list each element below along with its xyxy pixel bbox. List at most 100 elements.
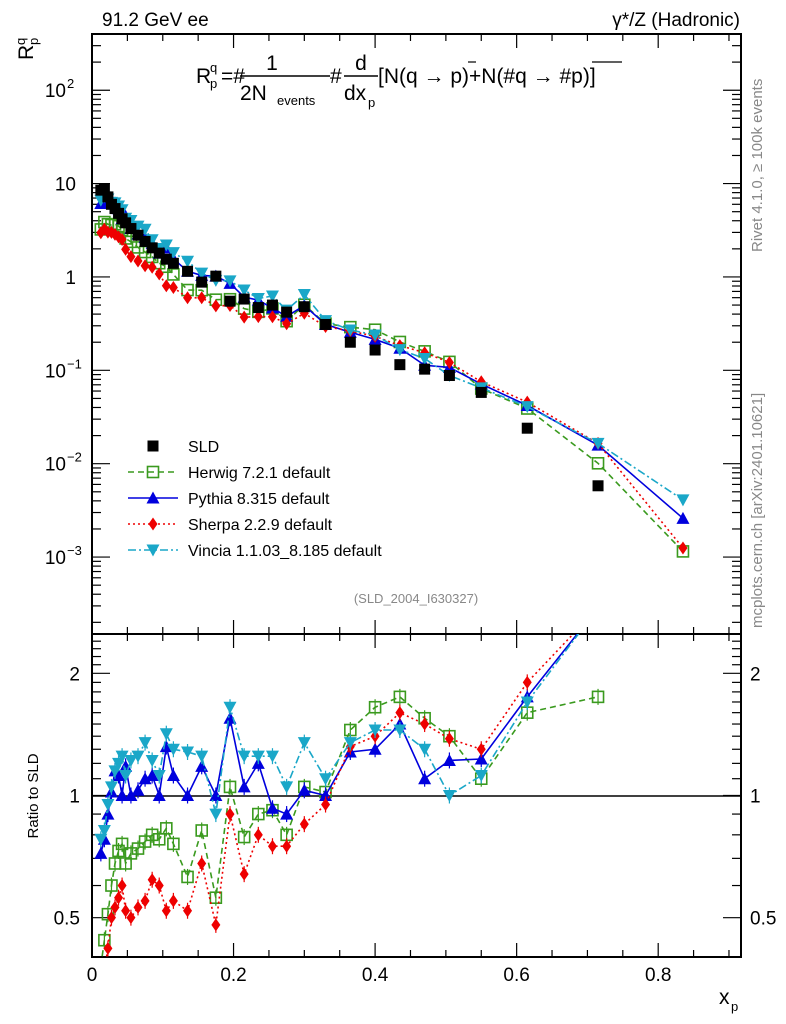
- ratio-point-sherpa-2-2-9-default: [197, 856, 207, 870]
- point-sld: [298, 301, 310, 313]
- ratio-point-sherpa-2-2-9-default: [126, 911, 136, 925]
- series-line-herwig-7-2-1-default: [100, 220, 684, 552]
- point-sherpa-2-2-9-default: [197, 291, 207, 305]
- point-sld: [443, 370, 455, 382]
- point-sld: [125, 223, 137, 235]
- ratio-line-vincia-1-1-03-8-185-default: [100, 634, 580, 840]
- formula-lhs-sup: q: [210, 60, 217, 75]
- point-sherpa-2-2-9-default: [140, 259, 150, 273]
- legend-marker-vincia-1-1-03-8-185-default: [146, 544, 160, 557]
- point-vincia-1-1-03-8-185-default: [251, 293, 265, 306]
- ratio-point-vincia-1-1-03-8-185-default: [442, 790, 456, 802]
- ratio-tick-label-left: 0.5: [54, 909, 80, 930]
- point-herwig-7-2-1-default: [591, 456, 605, 470]
- ratio-point-sherpa-2-2-9-default: [121, 904, 131, 918]
- formula-frac1-den: 2N: [240, 82, 267, 105]
- x-tick-label: 0.2: [220, 965, 246, 986]
- ratio-point-vincia-1-1-03-8-185-default: [297, 737, 311, 750]
- legend-marker-sherpa-2-2-9-default: [148, 517, 158, 531]
- ratio-point-vincia-1-1-03-8-185-default: [97, 824, 111, 837]
- point-sld: [120, 217, 132, 229]
- point-sld: [419, 363, 431, 375]
- x-tick-label: 0.4: [362, 965, 389, 986]
- ratio-point-sherpa-2-2-9-default: [444, 732, 454, 746]
- ratio-point-vincia-1-1-03-8-185-default: [138, 737, 152, 750]
- formula-frac1-den-sub: events: [277, 93, 316, 108]
- point-sld: [252, 302, 264, 314]
- series-line-sherpa-2-2-9-default: [100, 227, 684, 549]
- ratio-point-sherpa-2-2-9-default: [110, 900, 120, 914]
- ratio-point-vincia-1-1-03-8-185-default: [520, 696, 534, 709]
- ratio-point-herwig-7-2-1-default: [368, 700, 382, 714]
- point-sld: [182, 265, 194, 277]
- main-series-layer: [94, 183, 690, 558]
- ratio-point-sherpa-2-2-9-default: [267, 839, 277, 853]
- point-vincia-1-1-03-8-185-default: [368, 329, 382, 342]
- y-tick-label: 10: [45, 361, 66, 382]
- ratio-point-herwig-7-2-1-default: [237, 830, 251, 844]
- ratio-point-herwig-7-2-1-default: [252, 807, 265, 821]
- ratio-point-pythia-8-315-default: [131, 783, 145, 796]
- point-sld: [167, 257, 179, 269]
- point-sherpa-2-2-9-default: [154, 267, 164, 281]
- y-axis-label-sup: q: [13, 38, 28, 45]
- legend-label-herwig-7-2-1-default: Herwig 7.2.1 default: [188, 465, 331, 482]
- y-tick-label: 10: [45, 81, 66, 102]
- point-vincia-1-1-03-8-185-default: [297, 289, 311, 302]
- ratio-point-pythia-8-315-default: [166, 769, 180, 782]
- ratio-point-pythia-8-315-default: [152, 789, 166, 801]
- point-sld: [521, 422, 533, 434]
- point-sherpa-2-2-9-default: [168, 281, 178, 295]
- ratio-point-sherpa-2-2-9-default: [183, 904, 193, 918]
- legend-marker-sld: [147, 440, 159, 452]
- ratio-point-pythia-8-315-default: [237, 780, 251, 793]
- ratio-line-sherpa-2-2-9-default: [105, 634, 575, 957]
- formula-rest: [N(q → p)+N(#q → #p)]: [378, 65, 596, 88]
- ratio-point-vincia-1-1-03-8-185-default: [152, 770, 166, 783]
- y-tick-label: 1: [65, 268, 76, 289]
- rivet-version-text: Rivet 4.1.0, ≥ 100k events: [749, 79, 766, 252]
- ratio-point-vincia-1-1-03-8-185-default: [223, 701, 237, 714]
- mcplots-source-text: mcplots.cern.ch [arXiv:2401.10621]: [749, 393, 766, 628]
- point-sld: [146, 242, 158, 254]
- point-sld: [592, 480, 604, 492]
- ratio-point-sherpa-2-2-9-default: [117, 879, 127, 893]
- ratio-point-vincia-1-1-03-8-185-default: [181, 746, 195, 759]
- ratio-tick-label-right: 0.5: [750, 909, 776, 930]
- y-tick-label: 10: [55, 175, 76, 196]
- x-tick-label: 0: [87, 965, 98, 986]
- point-vincia-1-1-03-8-185-default: [393, 344, 407, 357]
- ratio-point-sherpa-2-2-9-default: [321, 798, 331, 812]
- point-sld: [139, 235, 151, 247]
- ratio-point-pythia-8-315-default: [280, 807, 294, 820]
- point-sherpa-2-2-9-default: [444, 355, 454, 369]
- ratio-point-vincia-1-1-03-8-185-default: [343, 737, 357, 750]
- legend-label-sld: SLD: [188, 439, 219, 456]
- ratio-point-vincia-1-1-03-8-185-default: [237, 750, 251, 763]
- legend-label-sherpa-2-2-9-default: Sherpa 2.2.9 default: [188, 517, 333, 534]
- x-tick-label: 0.8: [645, 965, 671, 986]
- formula-frac1-num: 1: [266, 52, 278, 75]
- point-vincia-1-1-03-8-185-default: [591, 437, 605, 450]
- point-vincia-1-1-03-8-185-default: [223, 275, 237, 288]
- y-axis-label-sub: p: [26, 38, 41, 45]
- point-vincia-1-1-03-8-185-default: [676, 494, 690, 507]
- y-axis-label-main: R: [15, 45, 38, 60]
- y-tick-label-exponent: −2: [67, 450, 82, 465]
- ratio-point-pythia-8-315-default: [474, 752, 488, 765]
- point-sherpa-2-2-9-default: [282, 317, 292, 331]
- point-sherpa-2-2-9-default: [133, 254, 143, 268]
- ratio-point-sherpa-2-2-9-default: [103, 941, 113, 955]
- formula-frac2-num: d: [355, 52, 367, 75]
- point-vincia-1-1-03-8-185-default: [418, 352, 432, 365]
- ratio-point-herwig-7-2-1-default: [98, 933, 111, 947]
- ratio-point-sherpa-2-2-9-default: [161, 904, 171, 918]
- x-tick-label: 0.6: [503, 965, 529, 986]
- point-vincia-1-1-03-8-185-default: [166, 247, 180, 260]
- point-sherpa-2-2-9-default: [183, 291, 193, 305]
- point-vincia-1-1-03-8-185-default: [237, 284, 251, 297]
- point-vincia-1-1-03-8-185-default: [138, 223, 152, 236]
- formula-frac2-den: dx: [344, 82, 367, 105]
